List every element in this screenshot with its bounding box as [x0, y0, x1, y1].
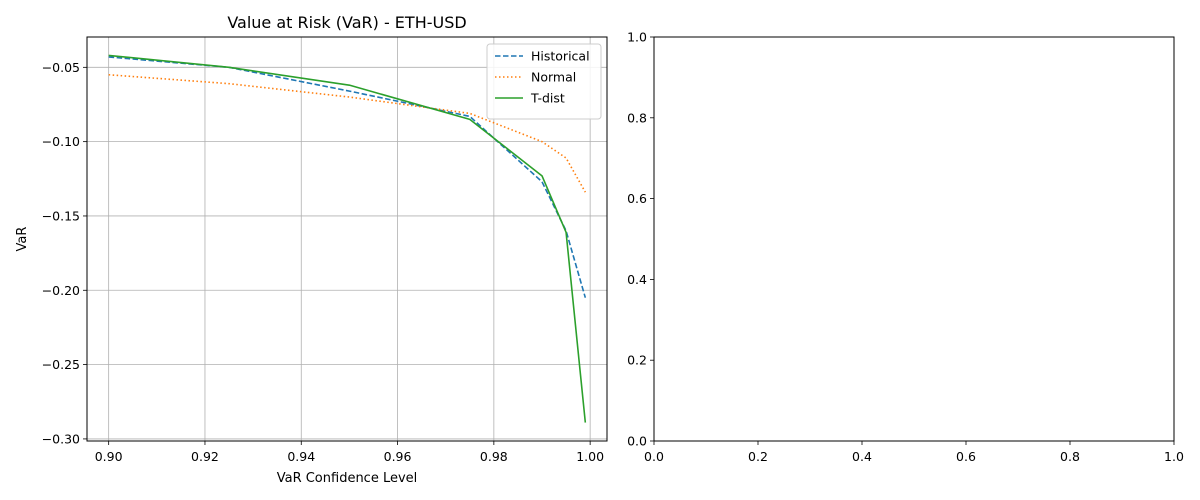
series-line-t-dist — [108, 54, 587, 423]
x-tick-label: 0.8 — [1060, 449, 1080, 464]
y-tick-label: 0.6 — [627, 191, 647, 206]
plot-frame — [653, 36, 1175, 442]
legend-box — [486, 43, 602, 120]
y-tick-label: −0.05 — [42, 60, 80, 75]
y-tick-label: 1.0 — [627, 30, 647, 45]
y-tick-label: −0.30 — [42, 431, 80, 446]
y-tick-label: 0.8 — [627, 110, 647, 125]
x-tick-label: 0.0 — [644, 449, 664, 464]
x-tick-label: 1.00 — [576, 449, 604, 464]
x-tick-label: 1.0 — [1164, 449, 1184, 464]
plot-frame — [86, 36, 608, 442]
x-tick-label: 0.98 — [480, 449, 508, 464]
legend-label: T-dist — [530, 91, 565, 106]
series-line-normal — [108, 73, 587, 193]
legend: Historical Normal T-dist — [486, 43, 602, 120]
x-axis-ticks: 0.0 0.2 0.4 0.6 0.8 1.0 — [644, 441, 1184, 464]
y-tick-label: −0.20 — [42, 283, 80, 298]
y-tick-label: −0.25 — [42, 357, 80, 372]
series-lines — [108, 54, 587, 423]
empty-chart: 0.0 0.2 0.4 0.6 0.8 1.0 0.0 0.2 0.4 0.6 0.8 1.0 — [627, 30, 1184, 465]
x-tick-label: 0.4 — [852, 449, 872, 464]
x-tick-label: 0.96 — [384, 449, 412, 464]
y-tick-label: 0.2 — [627, 353, 647, 368]
legend-label: Historical — [531, 49, 590, 64]
x-tick-label: 0.92 — [191, 449, 219, 464]
y-tick-label: 0.0 — [627, 434, 647, 449]
y-axis-ticks: 0.0 0.2 0.4 0.6 0.8 1.0 — [627, 30, 654, 449]
y-tick-label: 0.4 — [627, 272, 647, 287]
x-axis-ticks: 0.90 0.92 0.94 0.96 0.98 1.00 — [95, 441, 604, 464]
x-tick-label: 0.94 — [287, 449, 315, 464]
var-chart: Value at Risk (VaR) - ETH-USD 0.90 0.92 0.… — [15, 13, 608, 486]
y-tick-label: −0.15 — [42, 208, 80, 223]
x-tick-label: 0.90 — [95, 449, 123, 464]
x-tick-label: 0.2 — [748, 449, 768, 464]
x-tick-label: 0.6 — [956, 449, 976, 464]
legend-label: Normal — [531, 70, 576, 85]
y-axis-ticks: −0.05 −0.10 −0.15 −0.20 −0.25 −0.30 — [42, 60, 87, 446]
x-axis-label: VaR Confidence Level — [277, 471, 418, 486]
y-axis-label: VaR — [15, 227, 30, 252]
chart-title: Value at Risk (VaR) - ETH-USD — [227, 13, 466, 32]
y-tick-label: −0.10 — [42, 134, 80, 149]
